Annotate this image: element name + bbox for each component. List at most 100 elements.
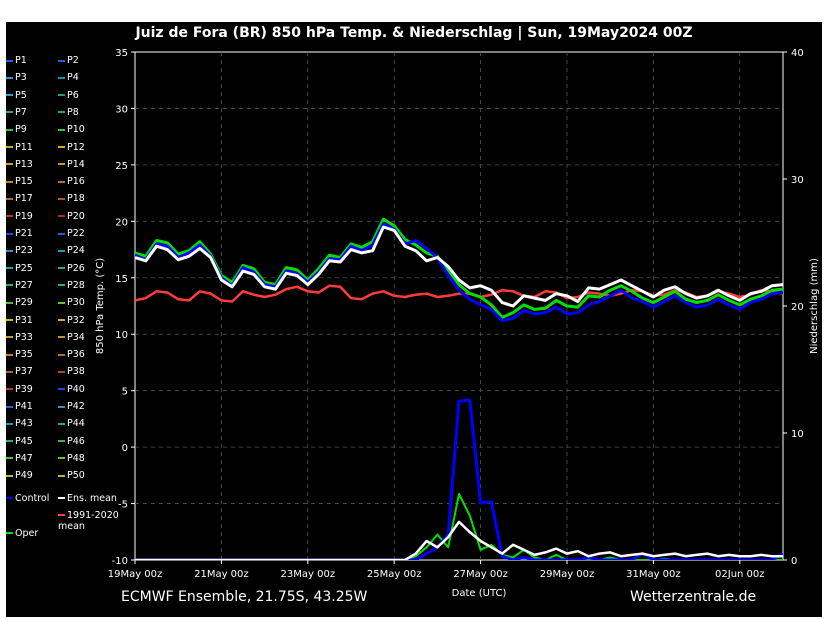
legend-item-p17: P17 — [6, 193, 33, 204]
legend-item-p42: P42 — [58, 401, 85, 412]
legend-item-p45: P45 — [6, 436, 33, 447]
legend-item-p23: P23 — [6, 245, 33, 256]
legend-item-p28-label: P28 — [67, 279, 85, 291]
legend-item-p32-swatch — [58, 319, 65, 321]
legend-item-p25-label: P25 — [15, 262, 33, 274]
legend-item-p18-swatch — [58, 197, 65, 200]
y-tick-label: 20 — [115, 217, 128, 228]
legend-item-p40-swatch — [58, 388, 65, 391]
legend-item-p30-label: P30 — [67, 297, 85, 309]
legend-item-p27-label: P27 — [15, 279, 33, 291]
legend-item-p7: P7 — [6, 107, 27, 118]
legend-item-ens-mean-label: Ens. mean — [67, 492, 117, 504]
legend-item-p6: P6 — [58, 90, 79, 101]
legend-item-p21: P21 — [6, 228, 33, 239]
x-axis-label: Date (UTC) — [452, 588, 507, 599]
x-tick-label: 29May 00z — [540, 569, 595, 580]
legend-item-p2-label: P2 — [67, 55, 79, 66]
x-tick-label: 25May 00z — [367, 569, 422, 580]
legend-item-p47-swatch — [6, 457, 13, 460]
legend-item-p24-swatch — [58, 249, 65, 252]
precip-oper-line — [135, 493, 783, 560]
legend-item-p11-swatch — [6, 146, 13, 148]
legend-item-p24-label: P24 — [67, 245, 85, 257]
legend-item-p29-swatch — [6, 301, 13, 304]
legend-item-p12: P12 — [58, 142, 85, 153]
legend-item-p1: P1 — [6, 55, 27, 66]
legend-item-control-swatch — [6, 497, 13, 499]
legend-item-p49-swatch — [6, 474, 13, 477]
legend-item-p50-swatch — [58, 474, 65, 477]
legend-item-p16-label: P16 — [67, 176, 85, 188]
legend-item-p9: P9 — [6, 124, 27, 135]
legend-item-clim-mean-swatch — [58, 514, 65, 516]
legend-item-p27-swatch — [6, 284, 13, 287]
legend-item-p2: P2 — [58, 55, 79, 66]
legend-item-p5-label: P5 — [15, 89, 27, 101]
y-tick-label: 0 — [122, 443, 128, 454]
legend-item-p28-swatch — [58, 284, 65, 287]
legend-item-p44: P44 — [58, 418, 85, 429]
y-tick-label: -10 — [112, 556, 128, 567]
legend-item-clim-mean: 1991-2020 mean — [58, 510, 119, 532]
y-tick-label: 25 — [115, 161, 128, 172]
legend-item-p13: P13 — [6, 159, 33, 170]
legend-item-oper-label: Oper — [15, 527, 39, 539]
legend-item-p24: P24 — [58, 245, 85, 256]
x-tick-label: 31May 00z — [626, 569, 681, 580]
x-tick-label: 27May 00z — [453, 569, 508, 580]
legend-item-control-label: Control — [15, 492, 50, 504]
legend-item-p35-label: P35 — [15, 349, 33, 361]
chart-frame: Juiz de Fora (BR) 850 hPa Temp. & Nieder… — [6, 22, 822, 617]
legend-item-p35: P35 — [6, 349, 33, 360]
legend-item-p25-swatch — [6, 267, 13, 270]
y-tick-label: 35 — [115, 48, 128, 59]
legend-item-clim-mean-label: 1991-2020 mean — [58, 509, 119, 532]
legend-item-p33-swatch — [6, 336, 13, 339]
legend-item-p36-label: P36 — [67, 349, 85, 361]
legend-item-p20: P20 — [58, 211, 85, 222]
legend-item-p5: P5 — [6, 90, 27, 101]
legend-item-oper: Oper — [6, 528, 38, 539]
y-tick-label: 5 — [122, 387, 128, 398]
legend-item-p19-label: P19 — [15, 210, 33, 222]
legend-item-p14-label: P14 — [67, 158, 85, 170]
legend-item-p39: P39 — [6, 384, 33, 395]
legend-item-p50-label: P50 — [67, 470, 85, 482]
x-tick-label: 21May 00z — [194, 569, 249, 580]
series-layer — [135, 217, 783, 560]
legend-item-p1-label: P1 — [15, 55, 27, 66]
y-tick-label: 15 — [115, 274, 128, 285]
legend-item-p46-swatch — [58, 440, 65, 443]
plot-area — [134, 51, 784, 561]
legend-item-p4-swatch — [58, 76, 65, 79]
legend-item-p47-label: P47 — [15, 452, 33, 464]
x-tick-label: 19May 00z — [108, 569, 163, 580]
legend-item-p27: P27 — [6, 280, 33, 291]
legend-item-p48-swatch — [58, 457, 65, 460]
legend-item-p3: P3 — [6, 72, 27, 83]
legend-item-p26-label: P26 — [67, 262, 85, 274]
temp-ens-mean-line — [135, 225, 783, 308]
legend-item-p4-label: P4 — [67, 72, 79, 84]
legend-item-p26: P26 — [58, 263, 85, 274]
legend-item-p29: P29 — [6, 297, 33, 308]
temp-oper-line — [135, 217, 783, 319]
legend-item-p43: P43 — [6, 418, 33, 429]
legend-item-p32-label: P32 — [67, 314, 85, 326]
legend-item-p23-label: P23 — [15, 245, 33, 257]
legend-item-p18: P18 — [58, 193, 85, 204]
legend-item-p31-swatch — [6, 319, 13, 321]
legend-item-p12-swatch — [58, 146, 65, 148]
legend-item-p5-swatch — [6, 94, 13, 97]
x-tick-label: 23May 00z — [281, 569, 336, 580]
legend-item-p17-label: P17 — [15, 193, 33, 205]
legend-item-p15: P15 — [6, 176, 33, 187]
footer-source: ECMWF Ensemble, 21.75S, 43.25W — [121, 589, 368, 605]
legend-item-p45-swatch — [6, 440, 13, 443]
legend-item-control: Control — [6, 493, 49, 504]
legend-item-p33: P33 — [6, 332, 33, 343]
footer-brand: Wetterzentrale.de — [630, 589, 757, 605]
legend-item-p33-label: P33 — [15, 331, 33, 343]
legend-item-p38: P38 — [58, 366, 85, 377]
